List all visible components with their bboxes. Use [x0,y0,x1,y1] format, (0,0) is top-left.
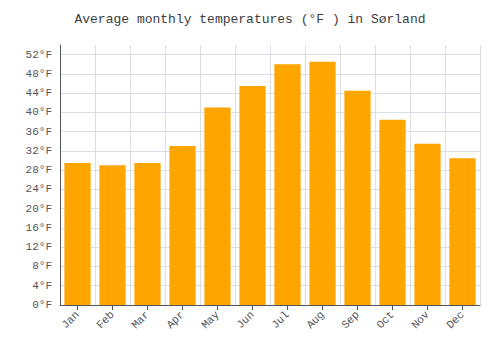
svg-text:28°F: 28°F [26,164,52,176]
svg-text:Dec: Dec [444,309,466,331]
svg-text:Nov: Nov [409,308,432,331]
svg-text:16°F: 16°F [26,222,52,234]
svg-text:52°F: 52°F [26,49,52,61]
svg-text:Jun: Jun [234,309,256,331]
svg-text:Aug: Aug [304,309,326,331]
svg-text:4°F: 4°F [32,280,52,292]
svg-text:Jul: Jul [269,309,291,331]
svg-text:Oct: Oct [374,309,396,331]
svg-text:Apr: Apr [164,309,186,331]
svg-text:12°F: 12°F [26,241,52,253]
svg-text:May: May [199,308,222,331]
svg-text:24°F: 24°F [26,183,52,195]
svg-text:8°F: 8°F [32,260,52,272]
svg-text:44°F: 44°F [26,87,52,99]
svg-text:20°F: 20°F [26,203,52,215]
svg-text:48°F: 48°F [26,68,52,80]
svg-text:Average monthly temperatures (: Average monthly temperatures (°F ) in Sø… [74,12,425,27]
svg-text:36°F: 36°F [26,126,52,138]
svg-text:Feb: Feb [94,309,116,331]
svg-text:32°F: 32°F [26,145,52,157]
svg-text:40°F: 40°F [26,106,52,118]
svg-text:0°F: 0°F [32,299,52,311]
svg-text:Mar: Mar [129,309,151,331]
svg-text:Jan: Jan [59,309,81,331]
svg-text:Sep: Sep [339,309,361,331]
